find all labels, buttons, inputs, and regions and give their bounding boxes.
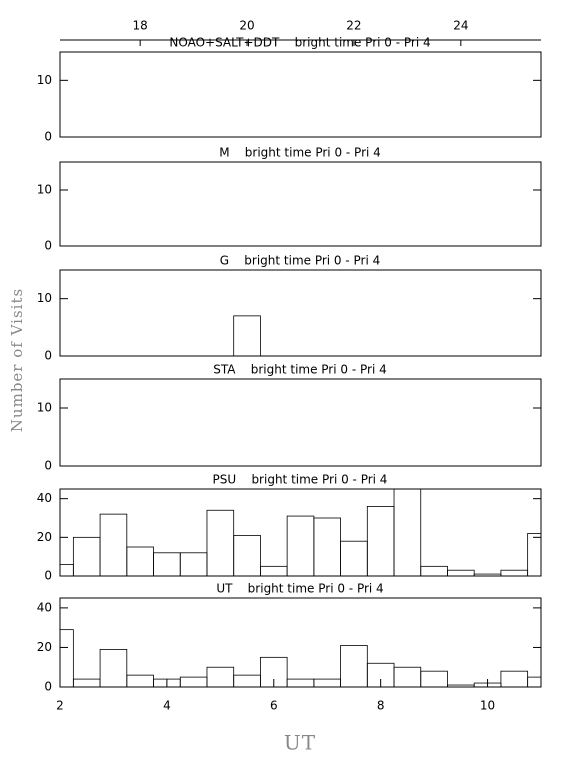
bars [60,489,541,576]
histogram-bar [233,674,261,687]
panel-title: STA bright time Pri 0 - Pri 4 [213,363,386,377]
x-tick-label: 4 [163,699,171,713]
y-tick-label: 0 [44,239,52,253]
histogram-bar [420,670,448,687]
x2-tick-label: 24 [453,19,468,33]
panel-frame [59,378,542,467]
histogram-bar [393,489,422,576]
x-axis-label: UT [284,731,316,755]
panel-title: UT bright time Pri 0 - Pri 4 [216,582,383,596]
y-tick-label: 0 [44,130,52,144]
histogram-bar [126,546,154,576]
histogram-bar [340,645,368,687]
histogram-bar [60,629,74,687]
y-tick-label: 10 [37,73,52,87]
y-tick-label: 10 [37,401,52,415]
y-tick-label: 0 [44,459,52,473]
histogram-bar [260,565,288,576]
histogram-bar [126,674,154,687]
histogram-bar [393,666,422,687]
histogram-bar [99,649,128,687]
panel-title: PSU bright time Pri 0 - Pri 4 [213,473,388,487]
histogram-bar [233,535,261,576]
x2-tick-label: 22 [346,19,361,33]
histogram-bar [500,670,529,687]
histogram-bar [447,569,475,576]
panel-frame [59,488,542,577]
histogram-bar [153,552,181,576]
y-tick-label: 10 [37,291,52,305]
panel-title: M bright time Pri 0 - Pri 4 [219,146,381,160]
histogram-bar [500,569,529,576]
x-tick-label: 8 [377,699,385,713]
panel-frame [59,161,542,247]
histogram-bar [72,536,101,576]
histogram-bar [340,540,368,576]
histogram-bar [206,509,235,576]
y-tick-label: 10 [37,183,52,197]
histogram-bar [366,505,395,576]
panel-title: NOAO+SALT+DDT bright time Pri 0 - Pri 4 [169,36,430,50]
x-tick-label: 2 [56,699,64,713]
y-tick-label: 0 [44,569,52,583]
histogram-bar [313,517,341,576]
x2-tick-label: 20 [239,19,254,33]
bars [233,315,261,356]
histogram-bar [313,678,341,687]
bars [60,629,541,687]
panel-frame [59,597,542,688]
y-tick-label: 40 [37,600,52,614]
panel-title: G bright time Pri 0 - Pri 4 [220,254,381,268]
x2-tick-label: 18 [133,19,148,33]
y-tick-label: 0 [44,349,52,363]
panel-frame [59,51,542,138]
x-tick-label: 10 [480,699,495,713]
histogram-bar [420,565,448,576]
histogram-bar [179,676,208,687]
histogram-bar [72,678,101,687]
x-tick-label: 6 [270,699,278,713]
histogram-bar [527,676,541,687]
histogram-bar [286,515,315,576]
y-tick-label: 20 [37,640,52,654]
y-tick-label: 0 [44,680,52,694]
histogram-bar [233,315,261,356]
y-axis-label: Number of Visits [8,288,26,432]
histogram-bar [206,666,235,687]
panel-frame [59,269,542,357]
histogram-bar [179,552,208,576]
histogram-bar [286,678,315,687]
y-tick-label: 20 [37,530,52,544]
y-tick-label: 40 [37,491,52,505]
histogram-bar [99,513,128,576]
histogram-bar [527,533,541,576]
